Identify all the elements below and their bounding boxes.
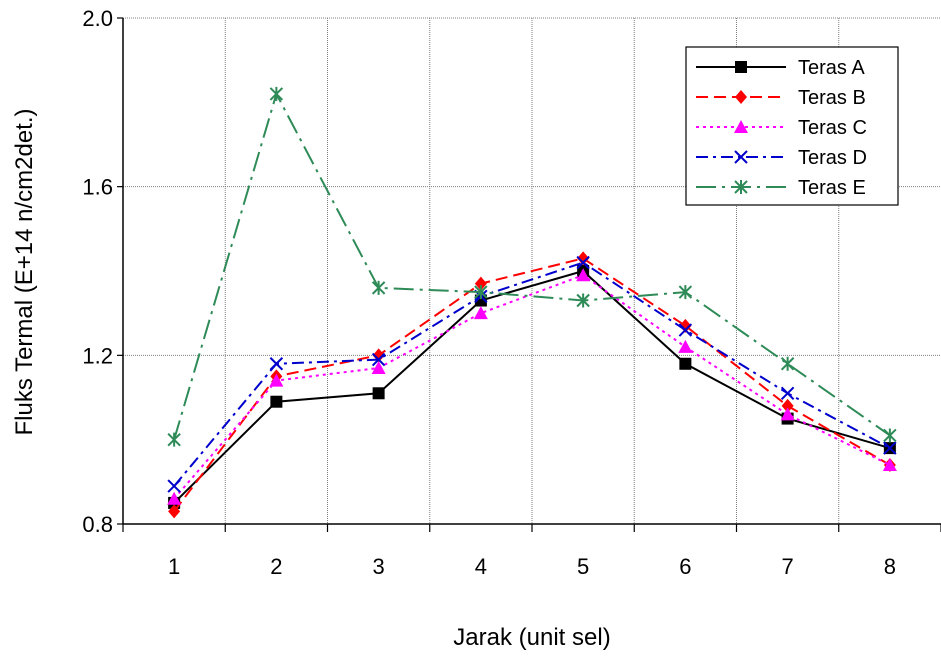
series-line [173, 257, 891, 513]
x-tick-label: 8 [884, 554, 896, 579]
series-line [173, 91, 891, 440]
data-point [371, 352, 386, 367]
data-point [883, 428, 897, 443]
series-teras-d [167, 255, 897, 493]
legend-marker [734, 150, 748, 164]
legend-label: Teras C [798, 117, 867, 139]
y-tick-label: 2.0 [82, 6, 113, 31]
data-point [269, 373, 284, 387]
data-point [678, 285, 693, 300]
x-tick-label: 3 [373, 554, 385, 579]
data-point [576, 268, 591, 282]
data-point [883, 441, 897, 455]
y-tick-label: 0.8 [82, 512, 113, 537]
legend-label: Teras E [798, 177, 866, 199]
data-point [167, 491, 182, 505]
legend-label: Teras A [798, 57, 865, 79]
data-point [270, 395, 283, 408]
legend-marker [735, 61, 747, 73]
data-point [168, 504, 181, 519]
data-point [882, 457, 897, 471]
data-point [167, 479, 181, 493]
data-point [678, 339, 693, 353]
data-point [371, 360, 386, 374]
x-tick-label: 4 [475, 554, 487, 579]
y-tick-label: 1.2 [82, 343, 113, 368]
axes [117, 17, 941, 532]
tick-labels: 0.8 1.2 1.6 2.0 1 2 3 4 5 6 7 8 [82, 6, 896, 579]
data-point [679, 318, 692, 333]
data-point [780, 386, 795, 400]
x-tick-label: 7 [782, 554, 794, 579]
data-point [780, 407, 795, 421]
data-point [679, 357, 692, 370]
legend-marker [734, 180, 748, 194]
data-point [474, 276, 487, 291]
data-point [269, 86, 284, 101]
series-teras-c [167, 268, 897, 505]
data-point [473, 306, 488, 320]
series-line [173, 261, 891, 487]
legend-box [685, 46, 899, 206]
x-tick-label: 2 [270, 554, 282, 579]
data-point [780, 356, 795, 371]
data-point [269, 357, 284, 371]
x-tick-label: 5 [577, 554, 589, 579]
series-teras-e [167, 86, 897, 447]
series-group [167, 86, 897, 519]
y-axis-title: Fluks Termal (E+14 n/cm2det.) [11, 108, 38, 435]
x-axis-title: Jarak (unit sel) [453, 624, 610, 651]
y-tick-label: 1.6 [82, 175, 113, 200]
legend-marker [735, 90, 747, 104]
legend-label: Teras B [798, 87, 866, 109]
legend-marker [734, 120, 748, 133]
series-line [173, 269, 891, 504]
series-line [173, 274, 891, 500]
x-tick-label: 1 [168, 554, 180, 579]
data-point [781, 398, 794, 413]
data-point [371, 280, 386, 295]
x-tick-label: 6 [679, 554, 691, 579]
data-point [474, 285, 488, 300]
legend-label: Teras D [798, 147, 867, 169]
data-point [678, 323, 693, 337]
data-point [167, 432, 181, 447]
legend: Teras A Teras B Teras C Teras D Teras E [685, 46, 899, 206]
data-point [372, 387, 385, 400]
data-point [576, 293, 590, 308]
data-point [577, 251, 590, 266]
data-point [576, 255, 590, 270]
